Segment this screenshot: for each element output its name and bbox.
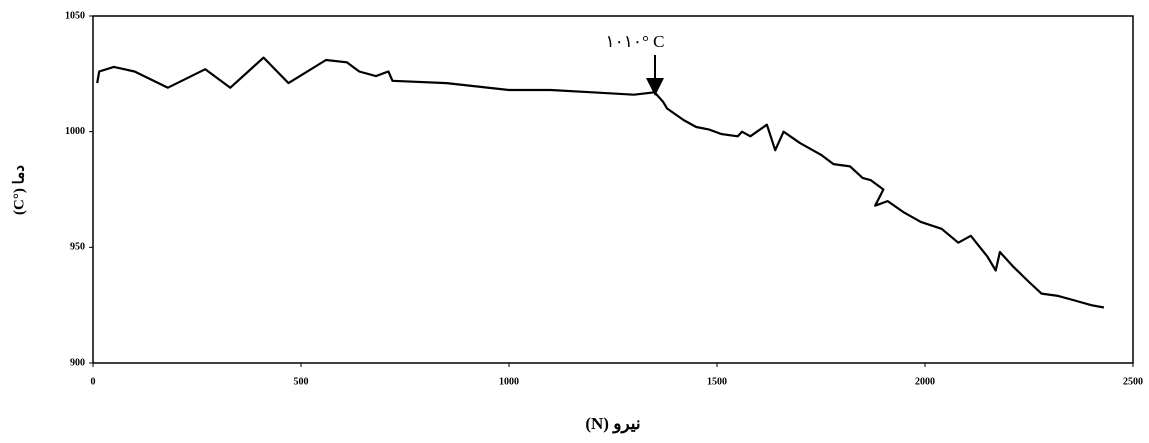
- x-tick-label: 500: [294, 376, 309, 387]
- y-tick-label: 950: [70, 242, 85, 253]
- x-axis-label: نیرو (N): [585, 414, 640, 434]
- x-tick-label: 1500: [707, 376, 727, 387]
- annotation: ١٠١٠° C: [606, 32, 665, 51]
- x-tick-label: 2500: [1123, 376, 1143, 387]
- y-axis-label: دما (°C): [11, 165, 27, 215]
- plot-frame: [92, 15, 1134, 364]
- y-tick-label: 1000: [65, 126, 85, 137]
- x-tick-label: 0: [91, 376, 96, 387]
- data-line: [96, 56, 1105, 309]
- annotation-arrowhead: [646, 78, 664, 96]
- x-tick-label: 1000: [499, 376, 519, 387]
- x-tick-label: 2000: [915, 376, 935, 387]
- y-tick-label: 900: [70, 357, 85, 368]
- y-tick-label: 1050: [65, 10, 85, 21]
